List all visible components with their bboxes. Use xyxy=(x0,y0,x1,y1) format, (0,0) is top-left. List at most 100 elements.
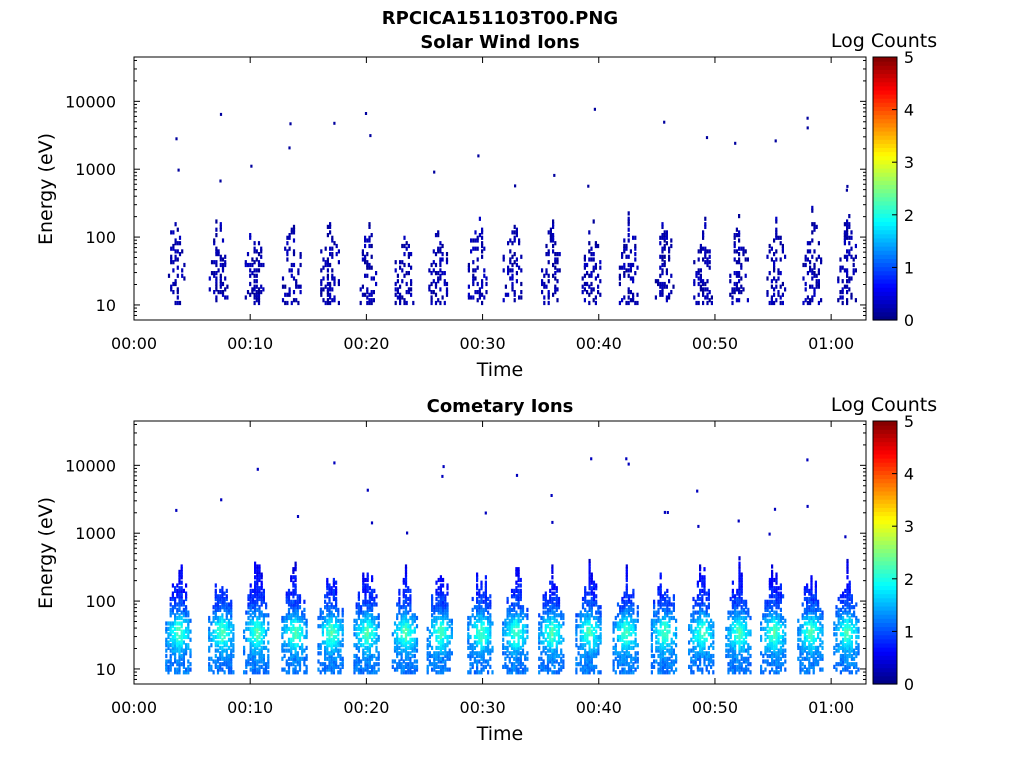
solar-wind-title: Solar Wind Ions xyxy=(420,32,579,53)
spectrogram-cell xyxy=(766,645,769,650)
spectrogram-cell xyxy=(174,279,177,284)
spectrogram-cell xyxy=(174,241,177,246)
spectrogram-cell xyxy=(549,233,552,238)
spectrogram-cell xyxy=(396,643,399,648)
spectrogram-cell xyxy=(404,564,408,569)
spectrogram-cell xyxy=(262,640,265,645)
spectrogram-cell xyxy=(180,567,183,572)
spectrogram-cell xyxy=(249,594,252,599)
spectrogram-cell xyxy=(675,632,678,637)
spectrogram-cell xyxy=(702,257,705,262)
spectrogram-cell xyxy=(165,643,168,648)
colorbar-segment xyxy=(873,278,897,284)
spectrogram-cell xyxy=(592,670,596,675)
spectrogram-cell xyxy=(169,624,172,629)
spectrogram-cell xyxy=(592,651,596,656)
spectrogram-cell xyxy=(710,664,713,669)
spectrogram-cell xyxy=(625,618,628,623)
spectrogram-cell xyxy=(668,607,671,612)
spectrogram-cell xyxy=(519,662,522,667)
spectrogram-cell xyxy=(513,252,516,257)
spectrogram-cell xyxy=(255,295,258,300)
spectrogram-cell xyxy=(167,643,170,648)
spectrogram-cell xyxy=(556,260,559,265)
spectrogram-cell xyxy=(411,621,414,626)
spectrogram-cell xyxy=(432,268,435,273)
spectrogram-cell xyxy=(843,241,846,246)
spectrogram-cell xyxy=(701,599,704,604)
spectrogram-cell xyxy=(707,624,710,629)
spectrogram-cell xyxy=(801,648,804,653)
spectrogram-cell xyxy=(581,664,585,669)
spectrogram-cell xyxy=(799,648,802,653)
spectrogram-cell xyxy=(738,664,741,669)
spectrogram-cell xyxy=(444,664,447,669)
spectrogram-cell xyxy=(286,235,289,240)
spectrogram-cell xyxy=(557,613,561,618)
spectrogram-cell xyxy=(428,659,431,664)
spectrogram-cell xyxy=(243,629,246,634)
spectrogram-cell xyxy=(319,670,322,675)
spectrogram-cell xyxy=(803,645,806,650)
spectrogram-cell xyxy=(208,664,211,669)
spectrogram-cell xyxy=(517,621,520,626)
spectrogram-cell xyxy=(178,235,182,240)
spectrogram-cell xyxy=(185,583,188,588)
spectrogram-cell xyxy=(487,645,490,650)
spectrogram-cell xyxy=(411,645,414,650)
spectrogram-cell xyxy=(226,284,229,289)
spectrogram-cell xyxy=(360,610,363,615)
spectrogram-cell xyxy=(406,531,409,535)
spectrogram-cell xyxy=(328,596,331,602)
spectrogram-cell xyxy=(734,596,737,602)
spectrogram-cell xyxy=(317,651,320,656)
spectrogram-cell xyxy=(433,667,436,672)
spectrogram-cell xyxy=(174,634,177,640)
spectrogram-cell xyxy=(586,629,589,634)
spectrogram-cell xyxy=(328,588,331,593)
spectrogram-cell xyxy=(731,602,734,607)
spectrogram-cell xyxy=(668,648,671,653)
spectrogram-cell xyxy=(243,651,246,656)
spectrogram-cell xyxy=(219,227,222,232)
spectrogram-cell xyxy=(407,651,410,656)
spectrogram-cell xyxy=(806,249,809,254)
spectrogram-cell xyxy=(675,643,678,648)
spectrogram-cell xyxy=(296,656,299,661)
spectrogram-cell xyxy=(560,659,563,664)
spectrogram-cell xyxy=(515,618,518,623)
spectrogram-cell xyxy=(256,667,259,672)
spectrogram-cell xyxy=(402,591,405,596)
spectrogram-cell xyxy=(515,580,518,585)
spectrogram-cell xyxy=(476,281,479,287)
spectrogram-cell xyxy=(555,659,558,664)
spectrogram-cell xyxy=(738,257,741,262)
spectrogram-cell xyxy=(330,591,333,596)
spectrogram-cell xyxy=(775,216,778,221)
spectrogram-cell xyxy=(773,662,776,667)
spectrogram-cell xyxy=(171,583,174,588)
spectrogram-cell xyxy=(225,615,228,621)
spectrogram-cell xyxy=(439,670,442,675)
spectrogram-cell xyxy=(337,651,340,656)
spectrogram-cell xyxy=(699,605,702,610)
spectrogram-cell xyxy=(373,626,376,631)
spectrogram-cell xyxy=(547,252,550,257)
spectrogram-cell xyxy=(806,645,809,650)
spectrogram-cell xyxy=(575,626,578,631)
spectrogram-cell xyxy=(428,653,431,659)
spectrogram-cell xyxy=(216,618,220,623)
spectrogram-cell xyxy=(368,670,371,675)
spectrogram-cell xyxy=(317,645,320,650)
spectrogram-cell xyxy=(817,281,820,287)
spectrogram-cell xyxy=(368,648,371,653)
spectrogram-cell xyxy=(171,645,174,650)
spectrogram-cell xyxy=(595,643,598,648)
spectrogram-cell xyxy=(806,653,809,659)
spectrogram-cell xyxy=(213,271,216,276)
spectrogram-cell xyxy=(513,667,516,672)
spectrogram-cell xyxy=(366,273,369,278)
spectrogram-cell xyxy=(249,591,252,596)
spectrogram-cell xyxy=(444,602,447,607)
spectrogram-cell xyxy=(353,624,356,629)
